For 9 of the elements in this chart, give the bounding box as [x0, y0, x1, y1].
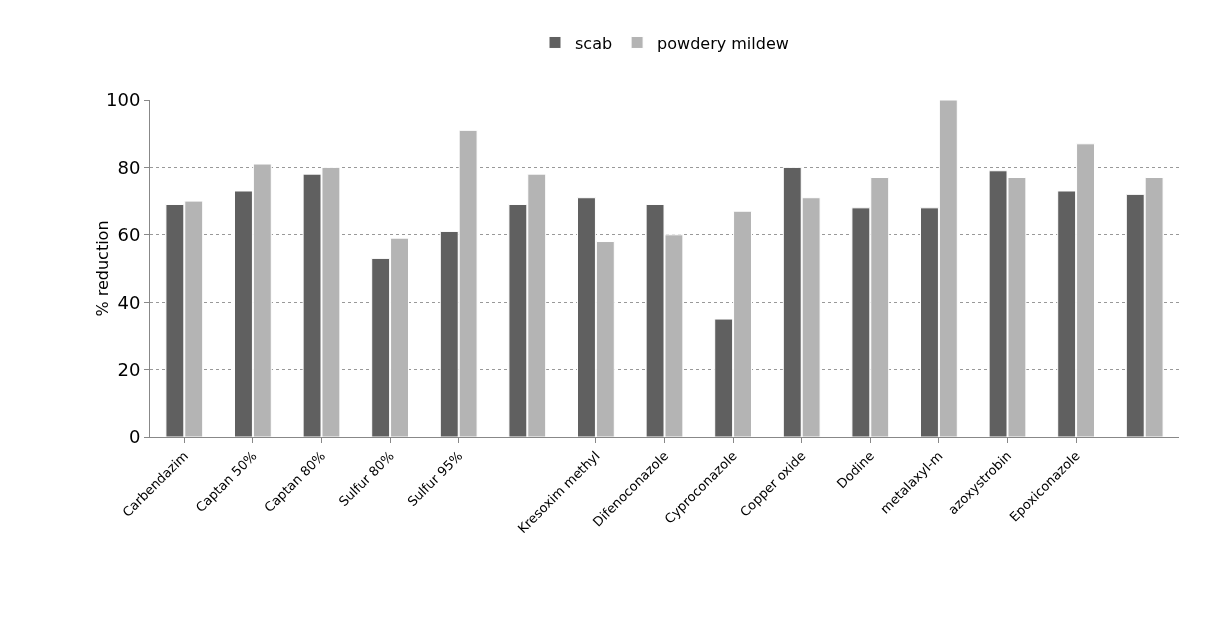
- y-tick-label: 20: [117, 358, 141, 380]
- y-tick-label: 100: [106, 89, 141, 111]
- legend-label: powdery mildew: [657, 33, 789, 53]
- legend-label: scab: [575, 33, 613, 53]
- y-tick-label: 0: [128, 426, 141, 448]
- y-tick-label: 40: [117, 291, 141, 313]
- y-tick-label: 60: [117, 224, 141, 246]
- y-axis-title: % reduction: [93, 220, 112, 317]
- y-tick-label: 80: [117, 156, 141, 178]
